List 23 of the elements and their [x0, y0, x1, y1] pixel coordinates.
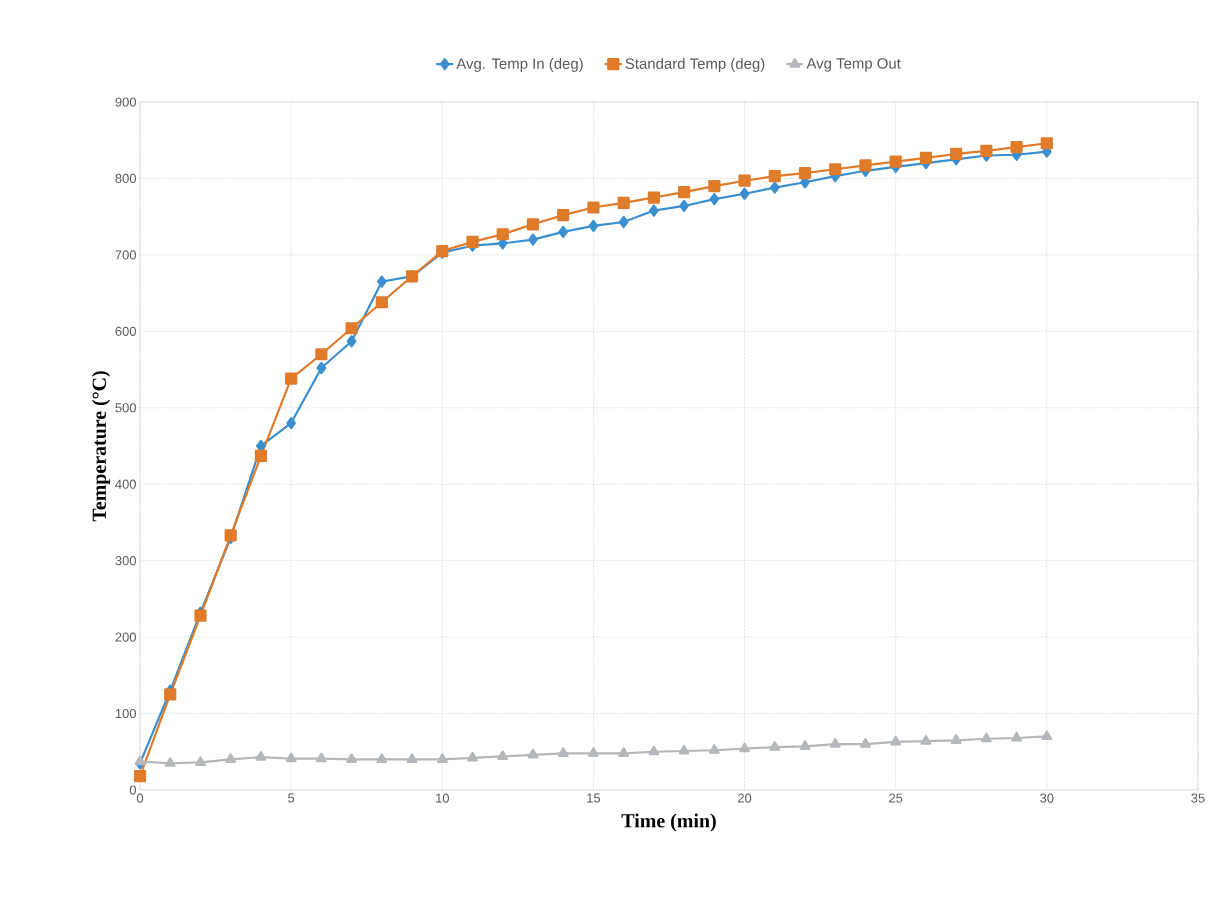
y-tick-label: 600 — [115, 326, 136, 336]
y-tick-label: 200 — [115, 632, 136, 642]
x-tick-label: 10 — [436, 793, 449, 803]
x-tick-label: 15 — [587, 793, 601, 803]
legend-label: Standard Temp (deg) — [625, 57, 765, 72]
x-tick-label: 30 — [1040, 793, 1054, 803]
y-tick-label: 100 — [115, 708, 136, 719]
x-tick-label: 25 — [889, 793, 903, 803]
y-tick-label: 900 — [115, 97, 136, 107]
y-axis-title: Temperature (°C) — [91, 371, 111, 522]
x-tick-label: 0 — [136, 793, 144, 803]
y-tick-label: 400 — [115, 479, 136, 489]
legend-label: Avg Temp Out — [806, 58, 901, 72]
y-tick-label: 500 — [115, 403, 136, 413]
y-tick-label: 700 — [115, 250, 136, 260]
x-tick-label: 20 — [738, 793, 752, 803]
y-tick-label: 0 — [129, 785, 136, 795]
x-tick-label: 35 — [1191, 793, 1205, 803]
legend-label: Avg. Temp In (deg) — [456, 57, 583, 72]
x-tick-label: 5 — [288, 793, 295, 803]
x-axis-title: Time (min) — [621, 813, 716, 832]
y-tick-label: 300 — [115, 556, 136, 566]
y-tick-label: 800 — [115, 173, 136, 184]
